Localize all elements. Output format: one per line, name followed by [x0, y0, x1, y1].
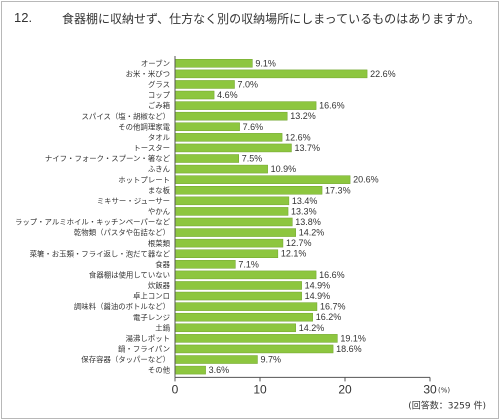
- value-label: 16.2%: [316, 312, 342, 322]
- value-label: 17.3%: [325, 185, 351, 195]
- category-label: 炊飯器: [148, 281, 171, 290]
- value-label: 19.1%: [340, 333, 366, 343]
- category-label: 乾物類（パスタや缶詰など）: [74, 228, 170, 237]
- x-tick-label: 20: [338, 382, 352, 396]
- category-label: 菜箸・お玉類・フライ返し・泡だて器など: [30, 249, 171, 258]
- value-label: 14.2%: [299, 228, 325, 238]
- category-label: 食器: [155, 260, 170, 269]
- value-label: 16.6%: [319, 101, 345, 111]
- category-label: 湯沸しポット: [126, 334, 170, 343]
- question-number: 12.: [14, 10, 33, 25]
- bar: [174, 312, 313, 322]
- bar: [174, 59, 253, 68]
- value-label: 22.6%: [370, 69, 396, 79]
- category-label: ごみ箱: [148, 101, 170, 110]
- value-label: 14.9%: [305, 280, 331, 290]
- category-label: まな板: [148, 186, 171, 195]
- bar: [174, 334, 338, 343]
- x-tick-label: 0: [172, 382, 179, 396]
- category-label: 鍋・フライパン: [118, 345, 170, 354]
- category-label: コップ: [148, 91, 171, 100]
- bar: [174, 175, 351, 184]
- category-label: グラス: [148, 80, 170, 89]
- bar: [174, 80, 235, 89]
- value-label: 20.6%: [353, 175, 379, 185]
- category-label: 調味料（醤油のボトルなど）: [74, 302, 170, 311]
- value-label: 7.0%: [238, 79, 259, 89]
- bar: [174, 196, 290, 206]
- value-label: 13.3%: [291, 206, 317, 216]
- value-label: 16.6%: [319, 270, 345, 280]
- bar: [174, 154, 239, 163]
- bar: [174, 291, 302, 301]
- bar: [174, 122, 240, 132]
- value-label: 16.7%: [320, 302, 346, 312]
- bar: [174, 238, 284, 248]
- value-label: 13.7%: [294, 143, 320, 153]
- x-tick-label: 30: [423, 382, 437, 396]
- value-label: 13.8%: [295, 217, 321, 227]
- category-label: タオル: [148, 133, 171, 142]
- bar: [174, 111, 288, 121]
- category-label: ナイフ・フォーク・スプーン・箸など: [45, 154, 171, 163]
- value-label: 7.5%: [242, 154, 263, 164]
- value-label: 12.7%: [286, 238, 312, 248]
- category-label: お米・米びつ: [126, 69, 170, 78]
- category-label: ミキサー・ジューサー: [97, 196, 170, 205]
- bar: [174, 249, 279, 258]
- category-label: 電子レンジ: [133, 313, 170, 322]
- value-label: 14.2%: [299, 323, 325, 333]
- value-label: 9.7%: [260, 355, 281, 365]
- value-label: 12.1%: [281, 249, 307, 259]
- category-label: その他調理家電: [118, 122, 170, 131]
- value-label: 14.9%: [305, 291, 331, 301]
- value-label: 12.6%: [285, 132, 311, 142]
- value-label: 7.6%: [243, 122, 264, 132]
- category-label: 保存容器（タッパーなど）: [81, 355, 170, 364]
- question-title: 食器棚に収納せず、仕方なく別の収納場所にしまっているものはありますか。: [62, 12, 480, 26]
- bar: [174, 164, 268, 174]
- bar: [174, 69, 368, 79]
- bar: [174, 207, 289, 216]
- category-label: トースター: [133, 144, 170, 153]
- bar: [174, 365, 206, 375]
- bar: [174, 133, 283, 142]
- category-label: 卓上コンロ: [133, 292, 170, 301]
- bar: [174, 323, 296, 333]
- unit-label: (%): [438, 386, 450, 394]
- category-label: オーブン: [141, 59, 170, 68]
- category-label: その他: [148, 366, 171, 375]
- category-label: 食器棚は使用していない: [89, 270, 170, 279]
- value-label: 13.2%: [290, 111, 316, 121]
- category-label: ホットプレート: [118, 175, 170, 184]
- respondent-count: (回答数：3259 件): [408, 399, 486, 411]
- bar: [174, 217, 293, 227]
- bar: [174, 260, 236, 269]
- category-label: スパイス（塩・胡椒など）: [82, 112, 170, 121]
- category-label: ふきん: [148, 165, 170, 174]
- bar: [174, 90, 215, 100]
- value-label: 4.6%: [217, 90, 238, 100]
- value-label: 10.9%: [271, 164, 297, 174]
- bar: [174, 228, 296, 237]
- bar: [174, 101, 317, 110]
- x-tick-label: 10: [253, 382, 267, 396]
- value-label: 3.6%: [209, 365, 230, 375]
- bar: [174, 270, 317, 280]
- value-label: 18.6%: [336, 344, 362, 354]
- category-label: 土鍋: [155, 323, 170, 332]
- bar: [174, 143, 292, 153]
- bar: [174, 355, 258, 364]
- category-label: ラップ・アルミホイル・キッチンペーパーなど: [15, 218, 171, 227]
- value-label: 13.4%: [292, 196, 318, 206]
- value-label: 9.1%: [255, 58, 276, 68]
- bar: [174, 281, 302, 290]
- bar: [174, 302, 318, 311]
- category-label: 根菜類: [148, 239, 171, 248]
- value-label: 7.1%: [238, 259, 259, 269]
- bar: [174, 186, 323, 195]
- bar: [174, 344, 334, 354]
- category-label: やかん: [148, 207, 170, 216]
